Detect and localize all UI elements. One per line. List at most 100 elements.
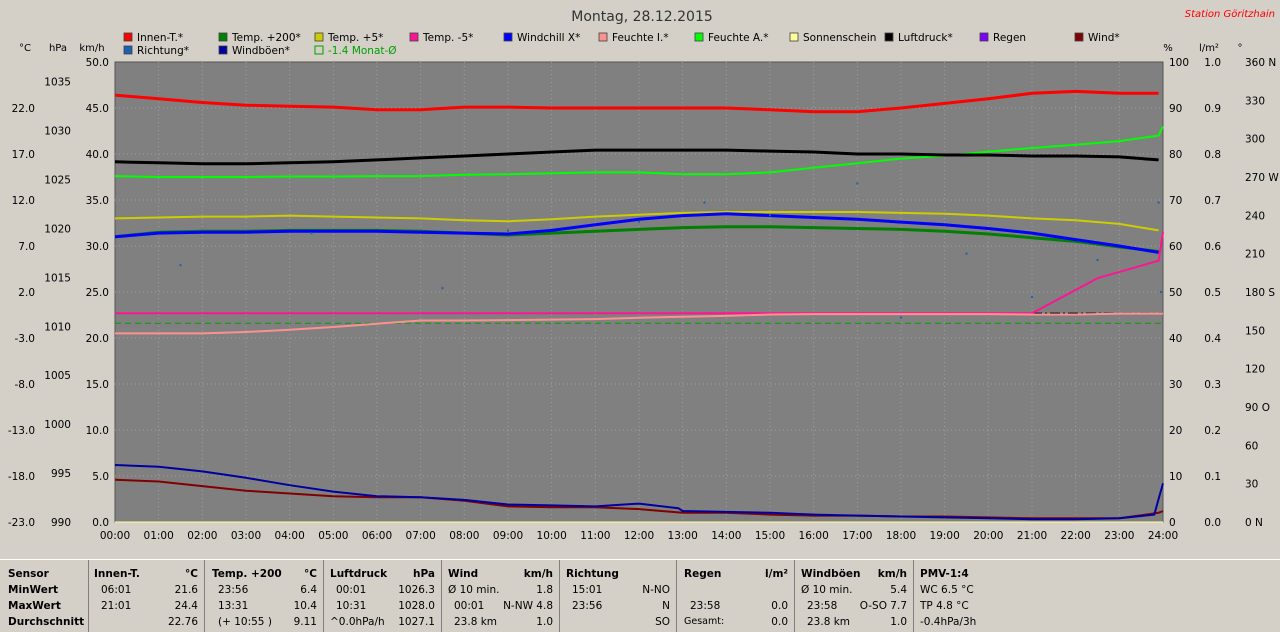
y-tick-label-humidity: 80 xyxy=(1169,149,1182,161)
y-tick-label-temp: 17.0 xyxy=(12,149,35,161)
stats-time: 21:01 xyxy=(101,600,132,612)
series-line-6 xyxy=(115,312,1163,335)
y-tick-label-humidity: 90 xyxy=(1169,103,1182,115)
stats-regen-unit: l/m² xyxy=(765,568,788,580)
stats-time: 15:01 xyxy=(572,584,603,596)
stats-pmv-value: -0.4hPa/3h xyxy=(920,616,977,628)
y-axis-labels: 22.0 17.0 12.0 7.0 2.0 -3.0 -8.0 -13.0 -18.0 -23.… xyxy=(8,57,1280,529)
x-tick-label: 24:00 xyxy=(1148,530,1178,542)
y-tick-label-direction: 90 O xyxy=(1245,402,1270,414)
y-tick-label-rain: 0.1 xyxy=(1204,471,1221,483)
legend-label: Regen xyxy=(993,32,1026,44)
x-tick-label: 01:00 xyxy=(144,530,174,542)
stats-value: N-NO xyxy=(642,584,670,596)
stats-time: Gesamt: xyxy=(684,616,725,627)
y-tick-label-humidity: 40 xyxy=(1169,333,1182,345)
y-tick-label-temp: 12.0 xyxy=(12,195,35,207)
stats-richtung-header: Richtung xyxy=(566,568,619,580)
y-tick-label-direction: 210 xyxy=(1245,249,1265,261)
axis-unit-rain: l/m² xyxy=(1199,43,1219,54)
stats-time: 00:01 xyxy=(336,584,367,596)
axis-unit-pressure: hPa xyxy=(49,43,67,54)
y-tick-label-rain: 0.2 xyxy=(1204,425,1221,437)
legend-label: Feuchte I.* xyxy=(612,32,669,44)
stats-regen-section: Regen l/m² 23:58 0.0 Gesamt: 0.0 xyxy=(677,560,795,632)
stats-wind-header: Wind xyxy=(448,568,479,580)
stats-pmv-value: WC 6.5 °C xyxy=(920,584,974,596)
legend-swatch xyxy=(979,32,989,42)
stats-time: ^0.0hPa/h xyxy=(330,616,385,628)
direction-point xyxy=(310,232,313,235)
legend-item: Richtung* xyxy=(123,45,189,57)
series-line-3 xyxy=(114,211,1159,232)
stats-time: 23:58 xyxy=(690,600,721,612)
series-line-4 xyxy=(115,232,1164,315)
stats-temp200-header: Temp. +200 xyxy=(212,568,282,580)
legend-item: Sonnenschein xyxy=(789,32,876,44)
stats-value: 1.0 xyxy=(890,616,907,628)
legend-item: -1.4 Monat-Ø xyxy=(314,45,397,57)
direction-point xyxy=(1031,296,1033,299)
y-tick-label-direction: 270 W xyxy=(1245,172,1279,184)
stats-value: 0.0 xyxy=(771,616,788,628)
x-tick-label: 02:00 xyxy=(187,530,217,542)
stats-innen-unit: °C xyxy=(185,568,198,580)
stats-richtung-section: Richtung 15:01 N-NO 23:56 N SO xyxy=(560,560,677,632)
stats-value: 6.4 xyxy=(300,584,317,596)
legend-item: Temp. +5* xyxy=(314,32,383,44)
legend-swatch xyxy=(314,32,324,42)
y-tick-label-pressure: 1015 xyxy=(44,272,71,284)
series-line-1 xyxy=(114,89,1159,114)
stats-time: 10:31 xyxy=(336,600,367,612)
legend-label: -1.4 Monat-Ø xyxy=(328,45,397,57)
y-tick-label-rain: 0.8 xyxy=(1204,149,1221,161)
legend-item: Windböen* xyxy=(218,45,290,57)
stats-luftdruck-section: Luftdruck hPa 00:01 1026.3 10:31 1028.0 … xyxy=(324,560,442,632)
x-tick-label: 05:00 xyxy=(318,530,348,542)
legend-item: Feuchte I.* xyxy=(598,32,669,44)
y-tick-label-temp: -3.0 xyxy=(15,333,36,345)
y-tick-label-wind: 15.0 xyxy=(86,379,109,391)
y-tick-label-rain: 0.3 xyxy=(1204,379,1221,391)
x-axis-labels: 00:00 01:00 02:00 03:00 04:00 05:00 06:00 07:00… xyxy=(100,530,1178,542)
legend-label: Sonnenschein xyxy=(803,32,876,44)
stats-pmv-section: PMV-1:4 WC 6.5 °C TP 4.8 °C -0.4hPa/3h xyxy=(914,560,1279,632)
legend-swatch xyxy=(218,32,228,42)
stats-time: 23:58 xyxy=(807,600,838,612)
y-tick-label-wind: 35.0 xyxy=(86,195,109,207)
legend-label: Temp. +200* xyxy=(231,32,301,44)
stats-time: Ø 10 min. xyxy=(801,584,853,596)
direction-point xyxy=(1096,259,1099,262)
direction-point xyxy=(703,201,706,204)
stats-value: 0.0 xyxy=(771,600,788,612)
axis-unit-humidity: % xyxy=(1163,43,1173,54)
stats-value: 22.76 xyxy=(167,616,198,628)
stats-boen-unit: km/h xyxy=(877,568,907,580)
y-tick-label-humidity: 20 xyxy=(1169,425,1182,437)
stats-value: 10.4 xyxy=(293,600,317,612)
stats-luftdruck-unit: hPa xyxy=(413,568,435,580)
y-tick-label-direction: 240 xyxy=(1245,210,1265,222)
legend-swatch xyxy=(314,45,324,55)
stats-row-label: Durchschnitt xyxy=(8,616,85,628)
weather-chart: 22.0 17.0 12.0 7.0 2.0 -3.0 -8.0 -13.0 -18.0 -23.… xyxy=(7,9,1280,542)
direction-point xyxy=(900,316,902,319)
x-tick-label: 19:00 xyxy=(930,530,960,542)
y-tick-label-humidity: 60 xyxy=(1169,241,1182,253)
y-tick-label-rain: 1.0 xyxy=(1204,57,1221,69)
legend-swatch xyxy=(409,32,419,42)
chart-legend: Innen-T.* Temp. +200* Temp. +5* Temp. -5* Wi… xyxy=(123,32,1120,57)
x-tick-label: 00:00 xyxy=(100,530,130,542)
axis-unit-temp: °C xyxy=(19,43,31,54)
y-tick-label-direction: 0 N xyxy=(1245,517,1263,529)
stats-time: 06:01 xyxy=(101,584,132,596)
y-tick-label-humidity: 100 xyxy=(1169,57,1189,69)
stats-time: 00:01 xyxy=(454,600,485,612)
x-tick-label: 10:00 xyxy=(537,530,567,542)
series-line-11 xyxy=(114,464,1164,521)
y-tick-label-pressure: 995 xyxy=(51,468,71,480)
stats-wind-section: Wind km/h Ø 10 min. 1.8 00:01 N-NW 4.8 2… xyxy=(442,560,560,632)
y-tick-label-rain: 0.6 xyxy=(1204,241,1221,253)
legend-label: Innen-T.* xyxy=(137,32,183,44)
